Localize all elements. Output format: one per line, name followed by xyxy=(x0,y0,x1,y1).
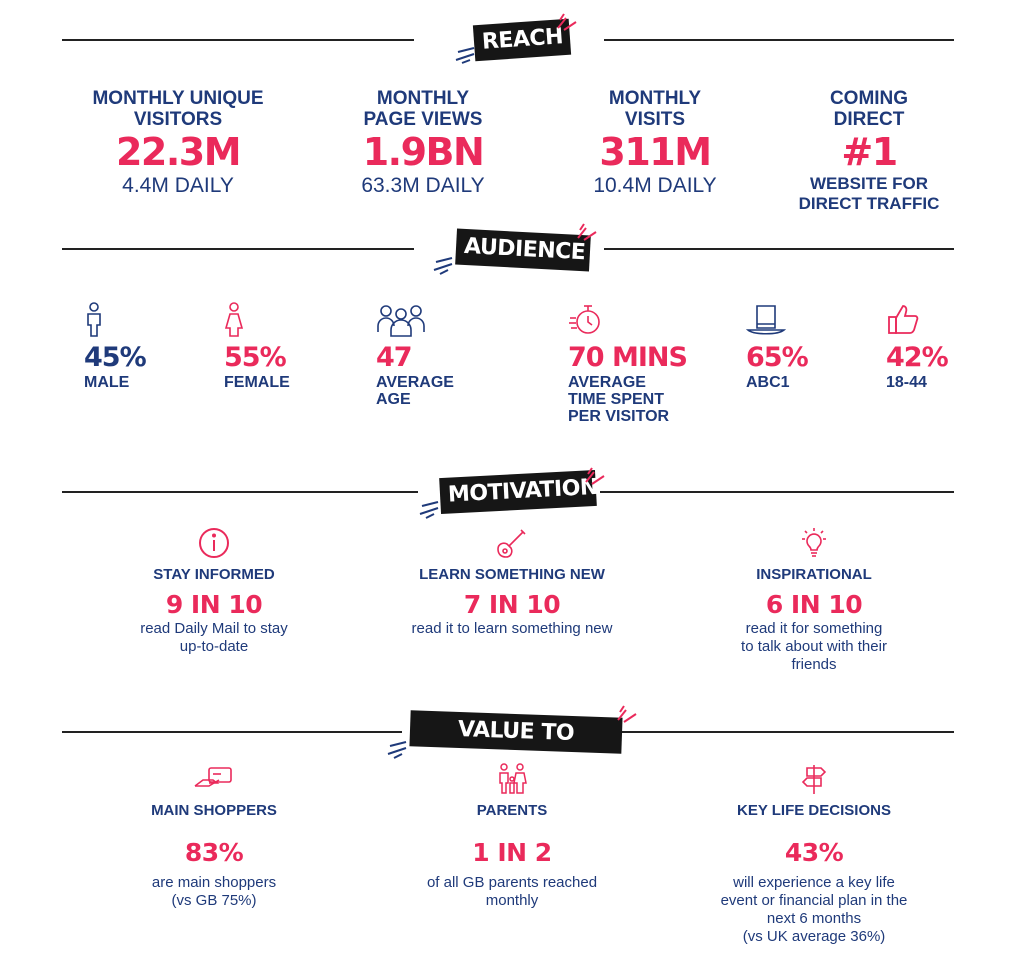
stat-label: MONTHLY xyxy=(376,88,470,109)
spark-decoration-icon xyxy=(557,13,577,31)
stat-description: read it to learn something new xyxy=(411,620,613,637)
section-tag-motivation: MOTIVATION xyxy=(439,469,598,515)
reach-unique-visitors: MONTHLY UNIQUE VISITORS 22.3M 4.4M DAILY xyxy=(63,88,293,198)
stat-value: 45% xyxy=(84,342,147,373)
spark-decoration-icon xyxy=(577,223,597,241)
stat-label: MONTHLY xyxy=(608,88,702,109)
divider-line xyxy=(62,39,414,41)
stat-value: 70 MINS xyxy=(568,342,688,373)
stat-value: 42% xyxy=(886,342,949,373)
stat-description: read it for something to talk about with… xyxy=(741,620,887,673)
stat-caption: PER VISITOR xyxy=(568,408,670,425)
stat-value: 1 IN 2 xyxy=(472,838,552,867)
divider-line xyxy=(620,731,954,733)
stat-sub: WEBSITE FOR xyxy=(809,174,929,193)
stat-label: VISITORS xyxy=(133,109,223,130)
stat-value: 7 IN 10 xyxy=(463,590,561,619)
female-person-icon xyxy=(224,302,244,337)
spark-decoration-icon xyxy=(455,47,475,64)
audience-time-spent: 70 MINS AVERAGE TIME SPENT PER VISITOR xyxy=(568,302,688,425)
stat-sub: 4.4M DAILY xyxy=(122,174,234,197)
group-people-icon xyxy=(377,305,425,337)
stat-value: 43% xyxy=(784,838,844,867)
audience-male: 45% MALE xyxy=(84,302,147,391)
stat-value: 6 IN 10 xyxy=(765,590,863,619)
stat-heading: PARENTS xyxy=(476,802,548,819)
stat-caption: AVERAGE xyxy=(376,374,454,391)
spark-decoration-icon xyxy=(387,741,407,759)
stat-caption: TIME SPENT xyxy=(568,391,665,408)
stat-description: of all GB parents reached monthly xyxy=(426,874,598,909)
stat-value: 47 xyxy=(376,342,413,373)
guitar-icon xyxy=(497,529,526,558)
stat-label: PAGE VIEWS xyxy=(363,109,483,130)
lightbulb-icon xyxy=(802,528,826,557)
stat-value: 9 IN 10 xyxy=(165,590,263,619)
stat-value: 65% xyxy=(746,342,809,373)
motivation-learn: LEARN SOMETHING NEW 7 IN 10 read it to l… xyxy=(362,526,662,638)
stat-value: #1 xyxy=(841,130,898,174)
audience-18-44: 42% 18-44 xyxy=(886,302,949,391)
stat-heading: STAY INFORMED xyxy=(153,566,275,583)
value-key-life-decisions: KEY LIFE DECISIONS 43% will experience a… xyxy=(664,762,964,946)
stat-heading: INSPIRATIONAL xyxy=(756,566,872,583)
section-tag-value-to-brands: VALUE TO BRANDS xyxy=(409,710,623,782)
spark-decoration-icon xyxy=(585,467,605,485)
audience-abc1: 65% ABC1 xyxy=(745,302,809,391)
spark-decoration-icon xyxy=(433,257,453,275)
stat-heading: MAIN SHOPPERS xyxy=(151,802,277,819)
stat-value: 22.3M xyxy=(115,130,242,174)
divider-line xyxy=(604,248,954,250)
stat-value: 311M xyxy=(599,130,712,174)
audience-age: 47 AVERAGE AGE xyxy=(376,302,454,408)
stat-caption: ABC1 xyxy=(746,374,790,391)
top-hat-icon xyxy=(745,305,787,335)
stat-description: are main shoppers (vs GB 75%) xyxy=(151,874,277,909)
divider-line xyxy=(62,248,414,250)
signpost-icon xyxy=(801,765,827,794)
stat-value: 83% xyxy=(184,838,244,867)
divider-line xyxy=(62,731,402,733)
divider-line xyxy=(600,491,954,493)
stat-label: COMING xyxy=(829,88,909,109)
stat-description: read Daily Mail to stay up-to-date xyxy=(140,620,288,655)
audience-female: 55% FEMALE xyxy=(224,302,290,391)
stat-description: will experience a key life event or fina… xyxy=(720,874,908,945)
stat-caption: 18-44 xyxy=(886,374,927,391)
stat-sub: 10.4M DAILY xyxy=(593,174,717,197)
reach-coming-direct: COMING DIRECT #1 WEBSITE FOR DIRECT TRAF… xyxy=(754,88,984,214)
stat-heading: KEY LIFE DECISIONS xyxy=(737,802,891,819)
stat-value: 1.9BN xyxy=(362,130,485,174)
stat-label: VISITS xyxy=(624,109,686,130)
stat-sub: DIRECT TRAFFIC xyxy=(798,194,940,213)
spark-decoration-icon xyxy=(419,501,439,519)
thumbs-up-icon xyxy=(888,305,919,334)
stat-caption: MALE xyxy=(84,374,130,391)
stopwatch-icon xyxy=(569,305,600,334)
divider-line xyxy=(604,39,954,41)
divider-line xyxy=(62,491,418,493)
spark-decoration-icon xyxy=(617,705,637,723)
stat-caption: FEMALE xyxy=(224,374,290,391)
reach-visits: MONTHLY VISITS 311M 10.4M DAILY xyxy=(540,88,770,198)
stat-heading: LEARN SOMETHING NEW xyxy=(419,566,605,583)
stat-caption: AGE xyxy=(376,391,411,408)
stat-caption: AVERAGE xyxy=(568,374,646,391)
reach-page-views: MONTHLY PAGE VIEWS 1.9BN 63.3M DAILY xyxy=(308,88,538,198)
value-parents: PARENTS 1 IN 2 of all GB parents reached… xyxy=(362,762,662,910)
hand-card-icon xyxy=(194,767,232,787)
motivation-stay-informed: STAY INFORMED 9 IN 10 read Daily Mail to… xyxy=(64,526,364,656)
stat-sub: 63.3M DAILY xyxy=(361,174,485,197)
motivation-inspirational: INSPIRATIONAL 6 IN 10 read it for someth… xyxy=(664,526,964,674)
stat-label: MONTHLY UNIQUE xyxy=(92,88,264,109)
value-main-shoppers: MAIN SHOPPERS 83% are main shoppers (vs … xyxy=(64,762,364,910)
family-icon xyxy=(499,763,527,794)
section-tag-audience: AUDIENCE xyxy=(455,228,591,272)
stat-label: DIRECT xyxy=(833,109,905,130)
male-person-icon xyxy=(87,302,101,337)
info-icon xyxy=(199,528,229,558)
stat-value: 55% xyxy=(224,342,287,373)
